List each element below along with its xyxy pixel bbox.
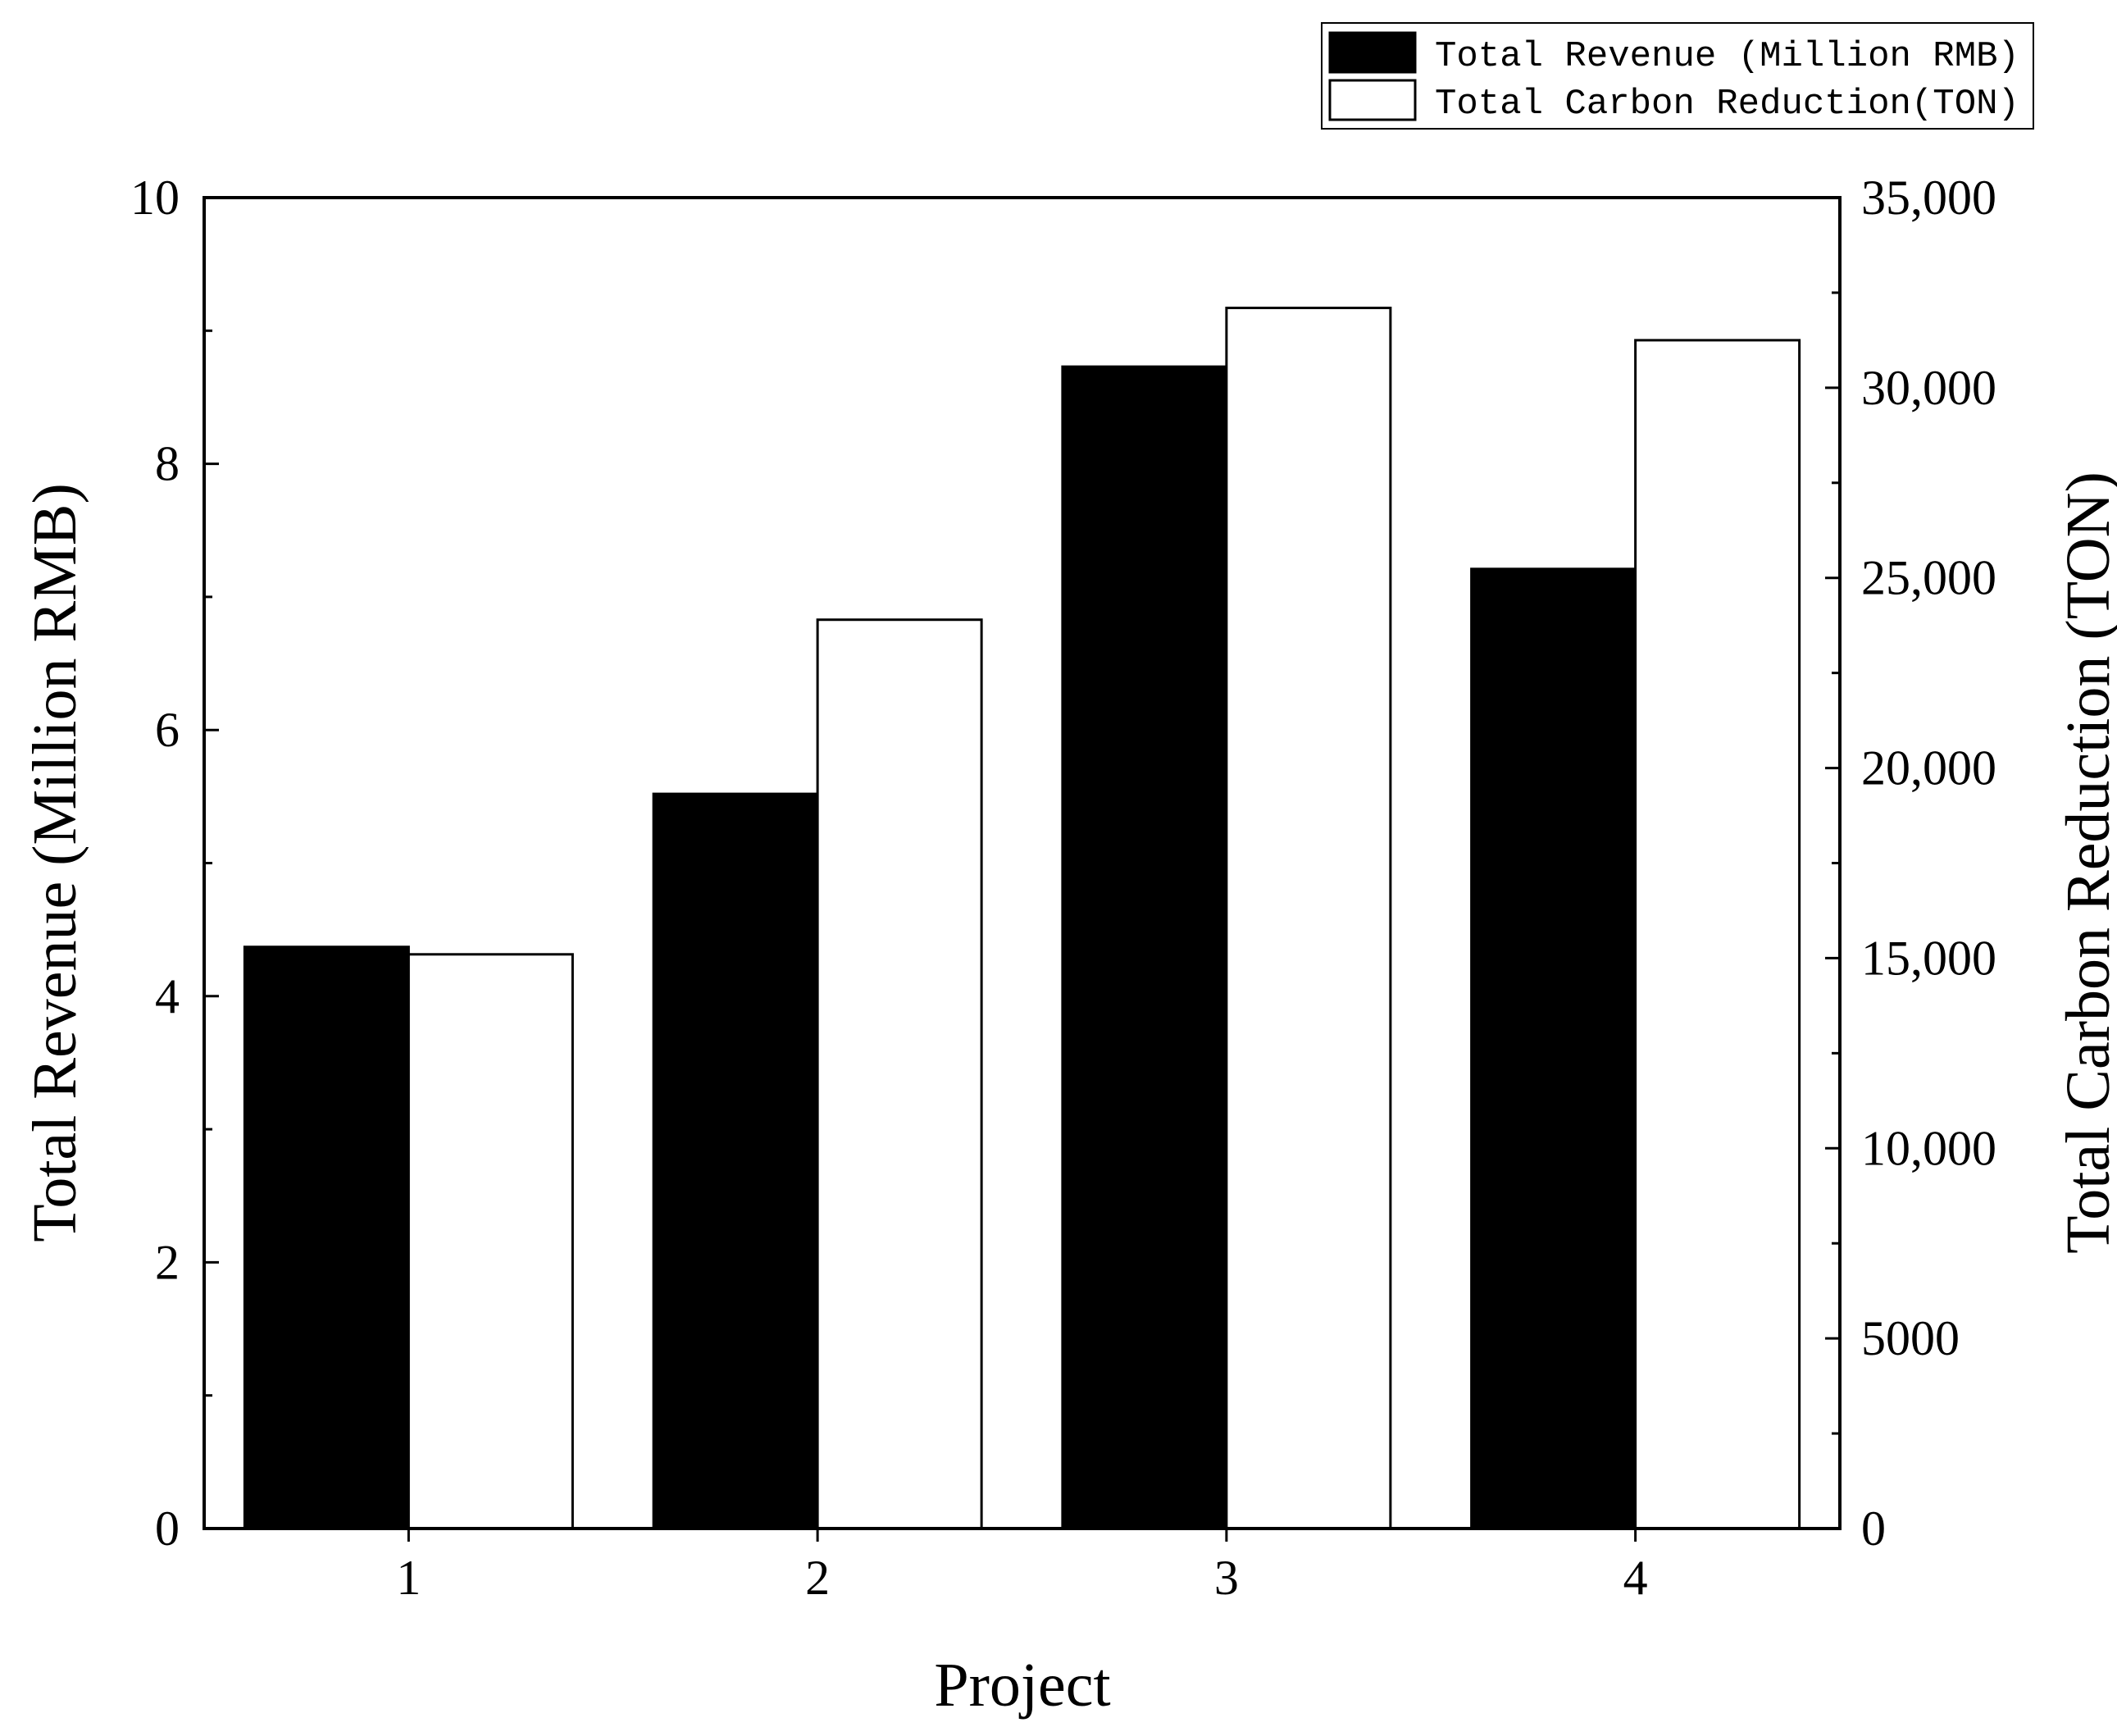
right-tick-label-25000: 25,000 <box>1861 551 1996 605</box>
right-tick-label-5000: 5000 <box>1861 1311 1960 1365</box>
right-tick-label-20000: 20,000 <box>1861 741 1996 795</box>
legend: Total Revenue (Million RMB) Total Carbon… <box>1321 22 2034 130</box>
legend-swatch-carbon <box>1328 79 1417 121</box>
bar-carbon-project-2 <box>816 618 983 1530</box>
left-tick-label-2: 2 <box>155 1235 180 1289</box>
bars-layer <box>243 306 1801 1530</box>
left-tick-label-10: 10 <box>130 171 180 225</box>
left-tick-label-4: 4 <box>155 969 180 1023</box>
x-tick-label-2: 2 <box>805 1551 830 1605</box>
ticks-layer: 1 2 3 4 0 2 4 6 8 10 0 5000 10,000 15,000 20,000 25,000… <box>130 171 1996 1605</box>
legend-label-carbon: Total Carbon Reduction(TON) <box>1435 84 2019 125</box>
bar-carbon-project-3 <box>1225 306 1392 1530</box>
right-tick-label-10000: 10,000 <box>1861 1121 1996 1175</box>
right-axis-title: Total Carbon Reduction (TON) <box>2054 472 2117 1254</box>
legend-swatch-revenue <box>1328 31 1417 74</box>
plot-frame <box>203 196 1842 1530</box>
bar-revenue-project-2 <box>652 792 819 1530</box>
left-tick-label-6: 6 <box>155 703 180 757</box>
right-tick-label-15000: 15,000 <box>1861 931 1996 985</box>
left-axis-title: Total Revenue (Million RMB) <box>20 483 89 1242</box>
legend-box <box>1321 22 2034 130</box>
left-tick-label-8: 8 <box>155 437 180 491</box>
x-tick-label-3: 3 <box>1214 1551 1239 1605</box>
bar-carbon-project-1 <box>407 953 574 1530</box>
bar-revenue-project-1 <box>243 945 410 1530</box>
right-tick-label-30000: 30,000 <box>1861 361 1996 415</box>
bar-carbon-project-4 <box>1634 339 1801 1530</box>
x-axis-title: Project <box>934 1651 1110 1720</box>
right-tick-label-0: 0 <box>1861 1501 1886 1556</box>
bar-revenue-project-3 <box>1061 365 1228 1530</box>
legend-label-revenue: Total Revenue (Million RMB) <box>1435 36 2019 77</box>
bar-revenue-project-4 <box>1470 567 1637 1530</box>
right-tick-label-35000: 35,000 <box>1861 171 1996 225</box>
left-tick-label-0: 0 <box>155 1501 180 1556</box>
x-tick-label-4: 4 <box>1623 1551 1648 1605</box>
x-tick-label-1: 1 <box>396 1551 421 1605</box>
